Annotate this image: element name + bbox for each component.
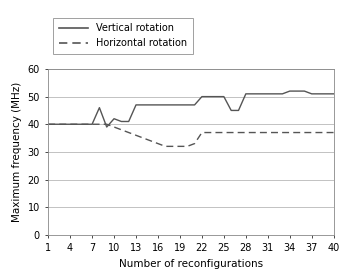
- X-axis label: Number of reconfigurations: Number of reconfigurations: [119, 259, 263, 269]
- Horizontal rotation: [258, 131, 262, 134]
- Horizontal rotation: [156, 142, 160, 145]
- Vertical rotation: [288, 90, 292, 93]
- Vertical rotation: [236, 109, 240, 112]
- Horizontal rotation: [178, 145, 182, 148]
- Vertical rotation: [200, 95, 204, 98]
- Vertical rotation: [317, 92, 321, 96]
- Horizontal rotation: [193, 142, 197, 145]
- Horizontal rotation: [61, 123, 65, 126]
- Vertical rotation: [273, 92, 277, 96]
- Vertical rotation: [112, 117, 116, 120]
- Vertical rotation: [214, 95, 218, 98]
- Horizontal rotation: [200, 131, 204, 134]
- Vertical rotation: [295, 90, 299, 93]
- Vertical rotation: [310, 92, 314, 96]
- Vertical rotation: [46, 123, 50, 126]
- Horizontal rotation: [280, 131, 284, 134]
- Vertical rotation: [193, 103, 197, 106]
- Horizontal rotation: [105, 123, 109, 126]
- Vertical rotation: [266, 92, 270, 96]
- Vertical rotation: [141, 103, 146, 106]
- Horizontal rotation: [141, 136, 146, 140]
- Vertical rotation: [90, 123, 94, 126]
- Vertical rotation: [171, 103, 175, 106]
- Vertical rotation: [105, 125, 109, 129]
- Horizontal rotation: [53, 123, 57, 126]
- Horizontal rotation: [75, 123, 79, 126]
- Vertical rotation: [258, 92, 262, 96]
- Horizontal rotation: [332, 131, 336, 134]
- Line: Vertical rotation: Vertical rotation: [48, 91, 334, 127]
- Horizontal rotation: [97, 123, 101, 126]
- Horizontal rotation: [251, 131, 255, 134]
- Horizontal rotation: [163, 145, 168, 148]
- Vertical rotation: [178, 103, 182, 106]
- Legend: Vertical rotation, Horizontal rotation: Vertical rotation, Horizontal rotation: [53, 17, 193, 54]
- Horizontal rotation: [229, 131, 233, 134]
- Vertical rotation: [324, 92, 329, 96]
- Vertical rotation: [53, 123, 57, 126]
- Horizontal rotation: [295, 131, 299, 134]
- Horizontal rotation: [214, 131, 218, 134]
- Horizontal rotation: [90, 123, 94, 126]
- Vertical rotation: [280, 92, 284, 96]
- Vertical rotation: [244, 92, 248, 96]
- Vertical rotation: [222, 95, 226, 98]
- Vertical rotation: [61, 123, 65, 126]
- Horizontal rotation: [119, 128, 123, 131]
- Horizontal rotation: [46, 123, 50, 126]
- Vertical rotation: [83, 123, 87, 126]
- Horizontal rotation: [222, 131, 226, 134]
- Vertical rotation: [127, 120, 131, 123]
- Line: Horizontal rotation: Horizontal rotation: [48, 124, 334, 146]
- Vertical rotation: [97, 106, 101, 109]
- Horizontal rotation: [171, 145, 175, 148]
- Vertical rotation: [163, 103, 168, 106]
- Horizontal rotation: [127, 131, 131, 134]
- Vertical rotation: [119, 120, 123, 123]
- Horizontal rotation: [68, 123, 72, 126]
- Horizontal rotation: [112, 125, 116, 129]
- Y-axis label: Maximum frequency (MHz): Maximum frequency (MHz): [12, 82, 22, 222]
- Vertical rotation: [251, 92, 255, 96]
- Vertical rotation: [185, 103, 189, 106]
- Horizontal rotation: [302, 131, 307, 134]
- Vertical rotation: [229, 109, 233, 112]
- Vertical rotation: [207, 95, 211, 98]
- Horizontal rotation: [185, 145, 189, 148]
- Horizontal rotation: [273, 131, 277, 134]
- Horizontal rotation: [207, 131, 211, 134]
- Horizontal rotation: [134, 134, 138, 137]
- Vertical rotation: [68, 123, 72, 126]
- Vertical rotation: [75, 123, 79, 126]
- Horizontal rotation: [317, 131, 321, 134]
- Horizontal rotation: [266, 131, 270, 134]
- Vertical rotation: [156, 103, 160, 106]
- Vertical rotation: [149, 103, 153, 106]
- Horizontal rotation: [244, 131, 248, 134]
- Horizontal rotation: [324, 131, 329, 134]
- Horizontal rotation: [310, 131, 314, 134]
- Vertical rotation: [302, 90, 307, 93]
- Horizontal rotation: [236, 131, 240, 134]
- Horizontal rotation: [288, 131, 292, 134]
- Vertical rotation: [332, 92, 336, 96]
- Horizontal rotation: [83, 123, 87, 126]
- Horizontal rotation: [149, 139, 153, 143]
- Vertical rotation: [134, 103, 138, 106]
